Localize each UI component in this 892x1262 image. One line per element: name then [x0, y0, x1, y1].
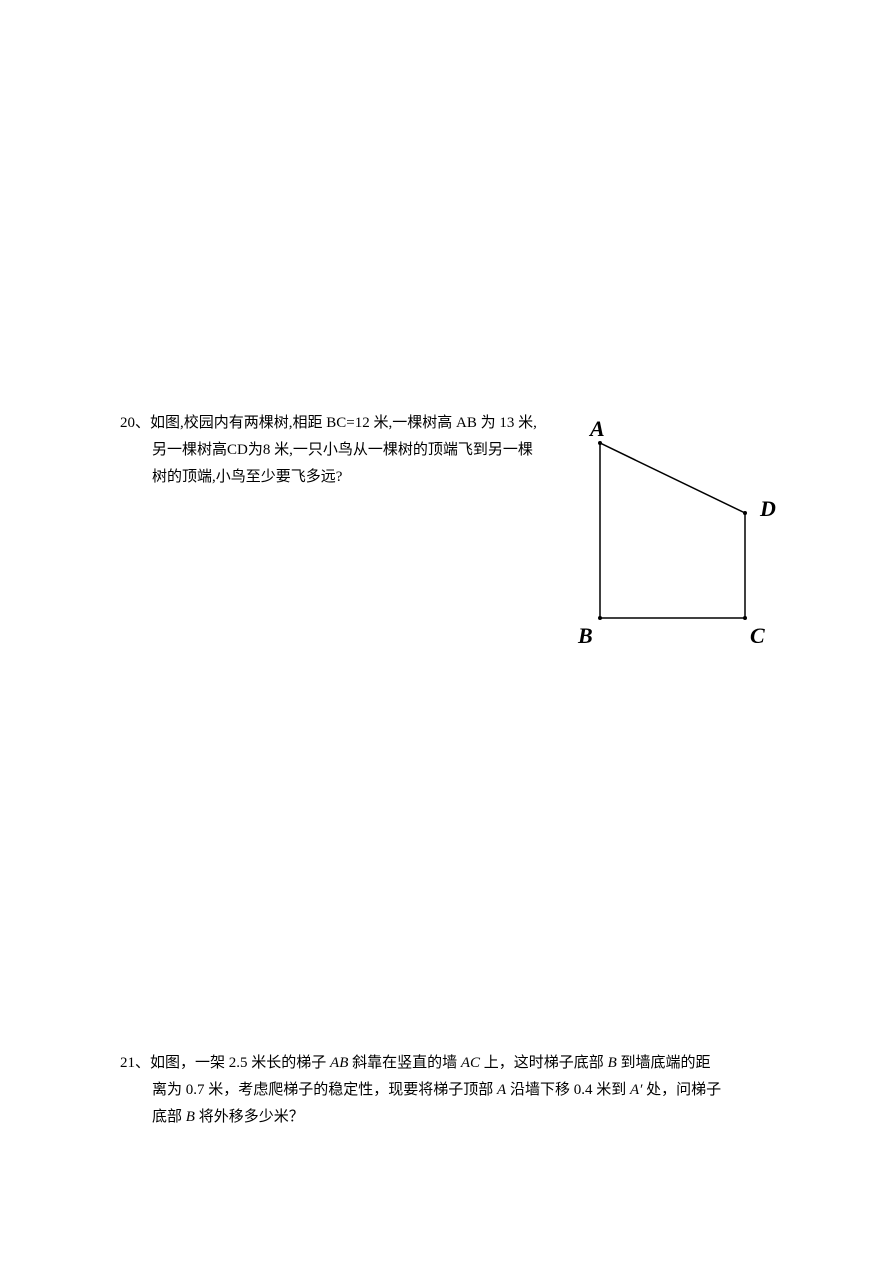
problem-20-number: 20、: [120, 415, 150, 431]
quadrilateral-abcd: [600, 443, 745, 618]
problem-20-line2: 另一棵树高CD为8 米,一只小鸟从一棵树的顶端飞到另一棵: [120, 437, 550, 464]
problem-20-line1: 20、如图,校园内有两棵树,相距 BC=12 米,一棵树高 AB 为 13 米,: [120, 410, 550, 437]
problem-21-number: 21、: [120, 1055, 150, 1071]
problem-20-figure: A B C D: [560, 438, 790, 658]
vertex-label-A: A: [590, 416, 605, 442]
p21-l1-p2: 斜靠在竖直的墙: [348, 1055, 461, 1071]
vertex-label-C: C: [750, 623, 765, 649]
vertex-B-dot: [598, 616, 602, 620]
p21-l1-p4: 到墙底端的距: [617, 1055, 711, 1071]
vertex-D-dot: [743, 511, 747, 515]
problem-21-line3: 底部 B 将外移多少米？: [120, 1104, 770, 1131]
problem-20-text1: 如图,校园内有两棵树,相距 BC=12 米,一棵树高 AB 为 13 米,: [150, 415, 537, 431]
p21-l2-p3: 处，问梯子: [642, 1082, 721, 1098]
problem-21-line2: 离为 0.7 米，考虑爬梯子的稳定性，现要将梯子顶部 A 沿墙下移 0.4 米到…: [120, 1077, 770, 1104]
p21-l2-p2: 沿墙下移 0.4 米到: [506, 1082, 630, 1098]
p21-l3-B: B: [186, 1109, 195, 1125]
problem-20: 20、如图,校园内有两棵树,相距 BC=12 米,一棵树高 AB 为 13 米,…: [120, 410, 550, 491]
p21-l1-B: B: [608, 1055, 617, 1071]
vertex-C-dot: [743, 616, 747, 620]
p21-l2-p1: 离为 0.7 米，考虑爬梯子的稳定性，现要将梯子顶部: [152, 1082, 497, 1098]
p21-l3-p1: 底部: [152, 1109, 186, 1125]
vertex-label-B: B: [578, 623, 593, 649]
p21-l1-p1: 如图，一架 2.5 米长的梯子: [150, 1055, 330, 1071]
p21-l2-A: A: [497, 1082, 506, 1098]
problem-20-line3: 树的顶端,小鸟至少要飞多远?: [120, 464, 550, 491]
problem-21-line1: 21、如图，一架 2.5 米长的梯子 AB 斜靠在竖直的墙 AC 上，这时梯子底…: [120, 1050, 770, 1077]
p21-l2-Aprime: A′: [630, 1082, 642, 1098]
p21-l1-AB: AB: [330, 1055, 348, 1071]
p21-l1-AC: AC: [461, 1055, 480, 1071]
p21-l3-p2: 将外移多少米？: [195, 1109, 304, 1125]
vertex-label-D: D: [760, 496, 776, 522]
p21-l1-p3: 上，这时梯子底部: [480, 1055, 608, 1071]
problem-21: 21、如图，一架 2.5 米长的梯子 AB 斜靠在竖直的墙 AC 上，这时梯子底…: [120, 1050, 770, 1131]
